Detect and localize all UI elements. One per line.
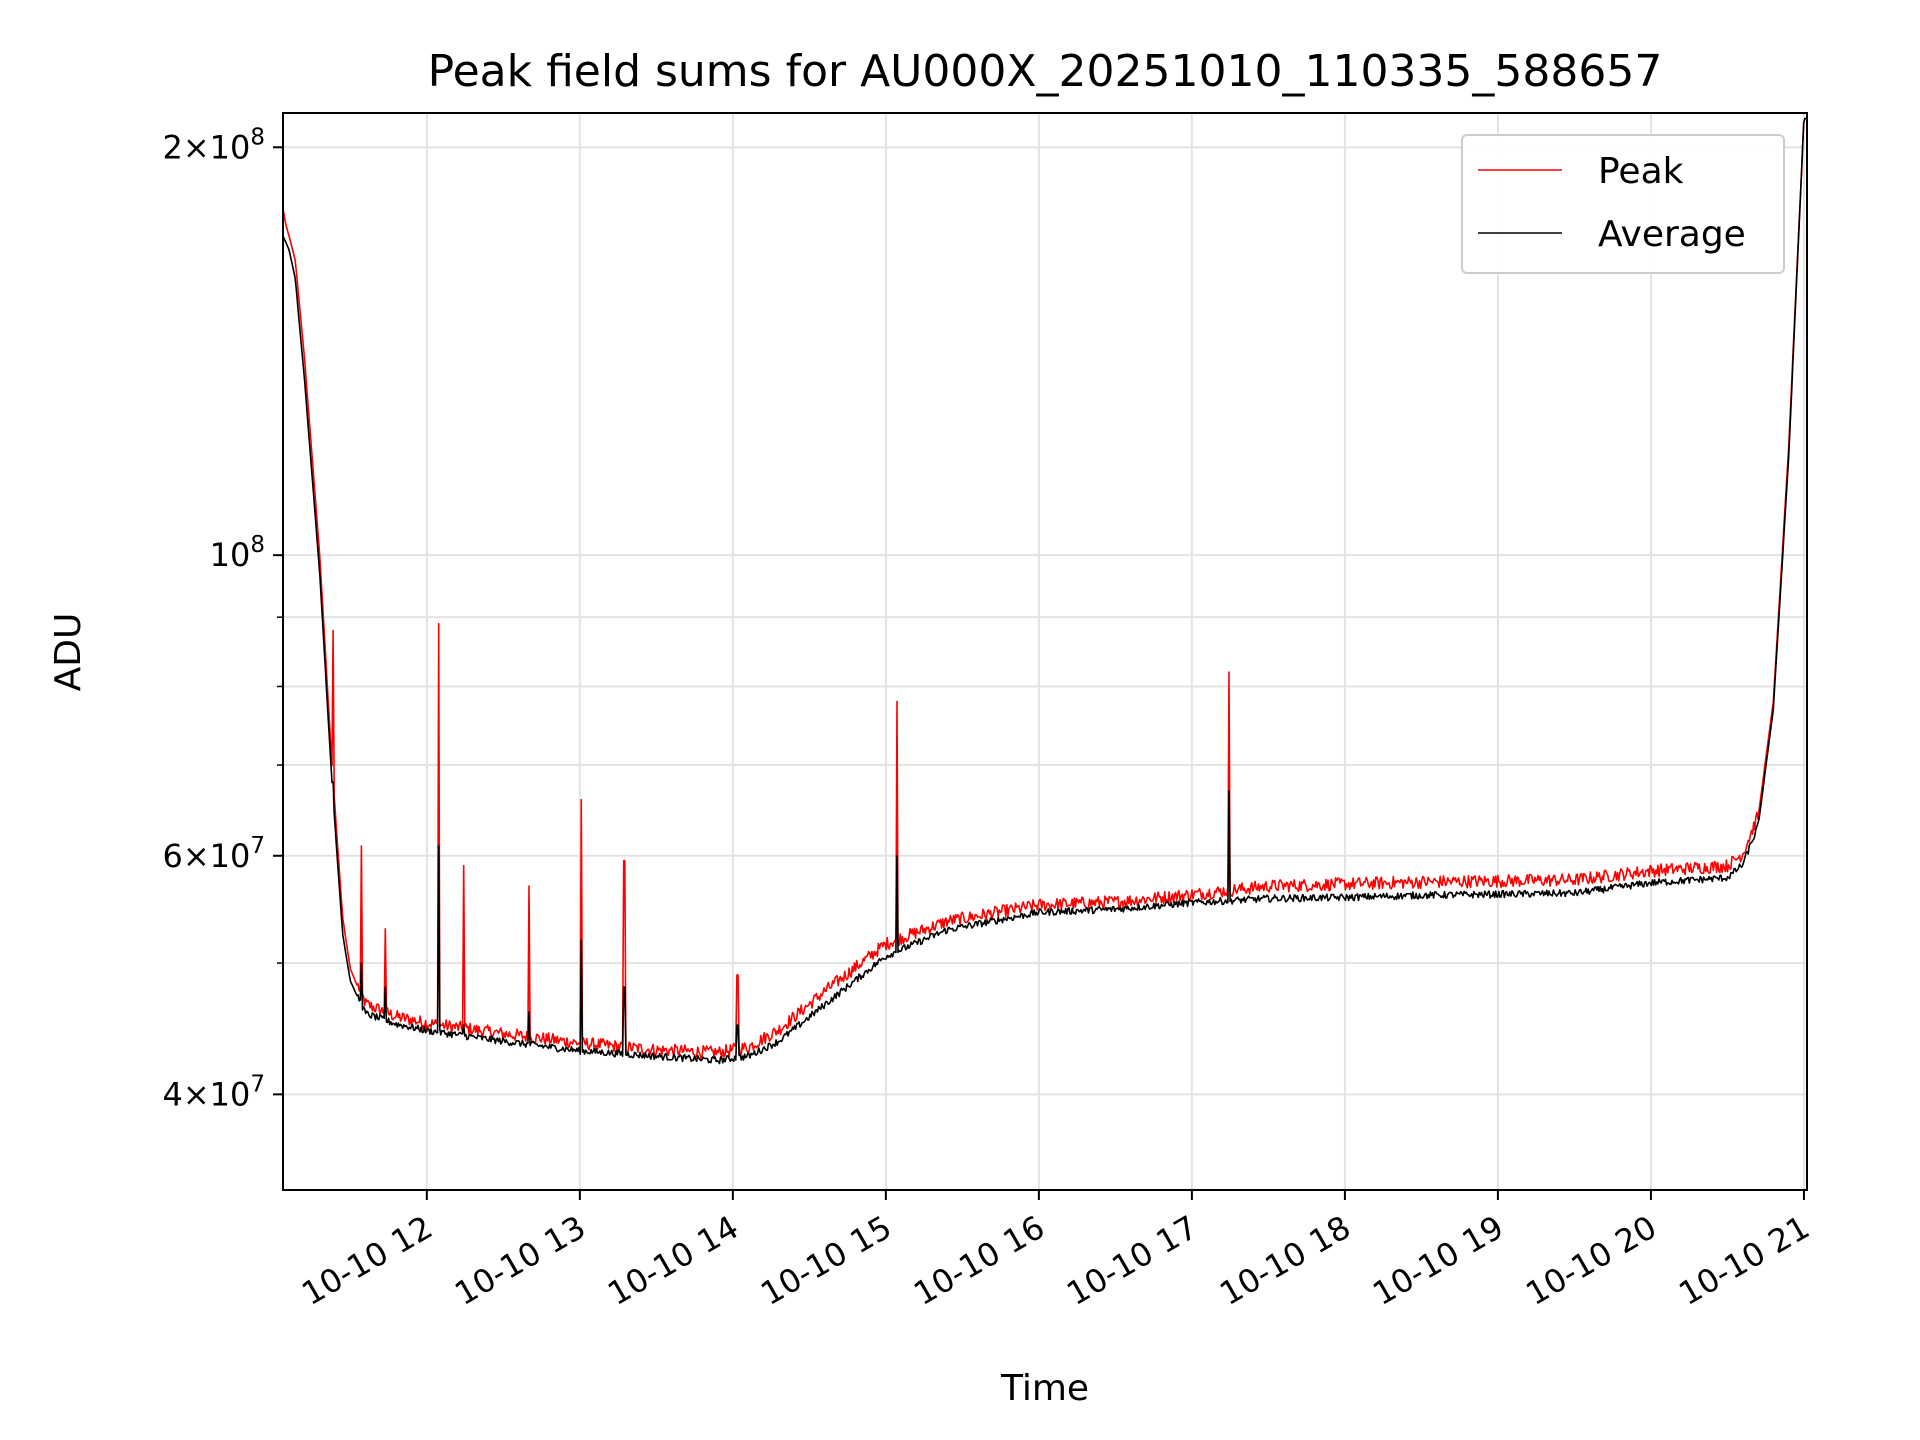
y-tick-exponent: 8 bbox=[250, 124, 265, 150]
legend: Peak Average bbox=[1461, 134, 1785, 274]
series-line-average bbox=[282, 117, 1807, 1065]
y-tick-exponent: 8 bbox=[250, 532, 265, 558]
chart-title: Peak field sums for AU000X_20251010_1103… bbox=[428, 46, 1663, 97]
legend-average-label: Average bbox=[1598, 214, 1746, 255]
y-axis-label: ADU bbox=[48, 613, 89, 692]
y-tick-label: 6×107 bbox=[162, 833, 265, 875]
y-tick-base: 4×10 bbox=[162, 1075, 250, 1113]
x-axis-label: Time bbox=[1000, 1368, 1089, 1409]
legend-peak-label: Peak bbox=[1598, 151, 1684, 192]
plot-frame bbox=[282, 112, 1808, 1191]
y-tick-exponent: 7 bbox=[250, 1071, 265, 1097]
y-tick-base: 10 bbox=[210, 536, 251, 574]
series-line-peak bbox=[282, 117, 1807, 1060]
y-tick-base: 6×10 bbox=[162, 837, 250, 875]
y-tick-exponent: 7 bbox=[250, 833, 265, 859]
grid-lines bbox=[283, 113, 1807, 1190]
y-tick-label: 4×107 bbox=[162, 1071, 265, 1113]
y-tick-base: 2×10 bbox=[162, 128, 250, 166]
series-layer bbox=[282, 117, 1807, 1065]
y-tick-label: 2×108 bbox=[162, 124, 265, 166]
y-tick-label: 108 bbox=[210, 532, 265, 574]
